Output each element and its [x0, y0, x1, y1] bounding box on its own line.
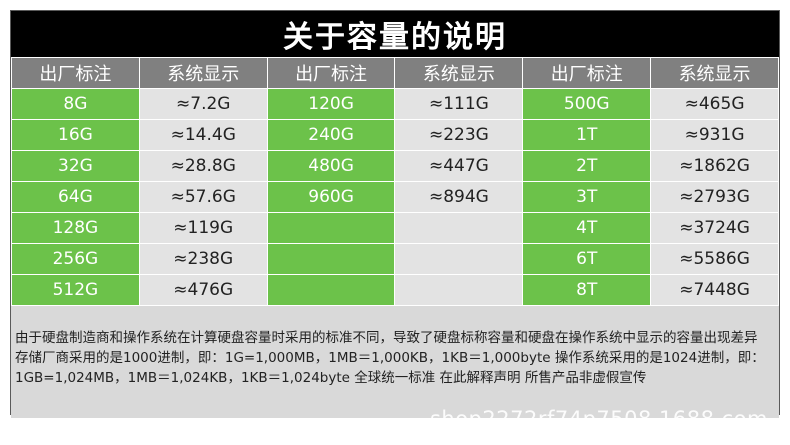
header-system-display-2: 系统显示	[394, 57, 524, 89]
factory-capacity-cell: 960G	[266, 181, 396, 213]
system-display-cell: ≈465G	[650, 88, 779, 120]
system-display-cell: ≈3724G	[650, 212, 779, 244]
capacity-note-text: 由于硬盘制造商和操作系统在计算硬盘容量时采用的标准不同，导致了硬盘标称容量和硬盘…	[11, 306, 779, 418]
table-row: 128G ≈119G 4T ≈3724G	[11, 212, 779, 244]
system-display-cell: ≈7448G	[650, 274, 779, 306]
header-factory-label-2: 出厂标注	[266, 57, 396, 89]
factory-capacity-cell: 8G	[11, 88, 140, 120]
factory-capacity-cell: 32G	[11, 150, 140, 182]
header-system-display-1: 系统显示	[138, 57, 268, 89]
capacity-explanation-panel: 关于容量的说明 出厂标注 系统显示 出厂标注 系统显示 出厂标注 系统显示 8G…	[10, 10, 780, 418]
factory-capacity-cell: 3T	[522, 181, 652, 213]
factory-capacity-cell: 64G	[11, 181, 140, 213]
factory-capacity-cell: 1T	[522, 119, 652, 151]
table-row: 512G ≈476G 8T ≈7448G	[11, 274, 779, 306]
table-row: 32G ≈28.8G 480G ≈447G 2T ≈1862G	[11, 150, 779, 182]
empty-capacity-cell	[266, 274, 396, 306]
factory-capacity-cell: 120G	[266, 88, 396, 120]
factory-capacity-cell: 256G	[11, 243, 140, 275]
system-display-cell: ≈223G	[394, 119, 524, 151]
empty-capacity-cell	[266, 243, 396, 275]
system-display-cell: ≈931G	[650, 119, 779, 151]
empty-display-cell	[394, 212, 524, 244]
page-title: 关于容量的说明	[11, 11, 779, 57]
factory-capacity-cell: 2T	[522, 150, 652, 182]
header-system-display-3: 系统显示	[650, 57, 779, 89]
system-display-cell: ≈1862G	[650, 150, 779, 182]
factory-capacity-cell: 8T	[522, 274, 652, 306]
header-factory-label-1: 出厂标注	[11, 57, 140, 89]
system-display-cell: ≈238G	[138, 243, 268, 275]
system-display-cell: ≈894G	[394, 181, 524, 213]
factory-capacity-cell: 4T	[522, 212, 652, 244]
factory-capacity-cell: 16G	[11, 119, 140, 151]
system-display-cell: ≈7.2G	[138, 88, 268, 120]
capacity-table: 出厂标注 系统显示 出厂标注 系统显示 出厂标注 系统显示 8G ≈7.2G 1…	[11, 57, 779, 306]
empty-display-cell	[394, 243, 524, 275]
table-row: 8G ≈7.2G 120G ≈111G 500G ≈465G	[11, 88, 779, 120]
system-display-cell: ≈476G	[138, 274, 268, 306]
table-header-row: 出厂标注 系统显示 出厂标注 系统显示 出厂标注 系统显示	[11, 57, 779, 89]
empty-display-cell	[394, 274, 524, 306]
header-factory-label-3: 出厂标注	[522, 57, 652, 89]
shop-watermark: shop2272rf74p7508.1688.com	[429, 407, 768, 431]
empty-capacity-cell	[266, 212, 396, 244]
factory-capacity-cell: 500G	[522, 88, 652, 120]
system-display-cell: ≈2793G	[650, 181, 779, 213]
table-row: 16G ≈14.4G 240G ≈223G 1T ≈931G	[11, 119, 779, 151]
system-display-cell: ≈119G	[138, 212, 268, 244]
system-display-cell: ≈5586G	[650, 243, 779, 275]
factory-capacity-cell: 6T	[522, 243, 652, 275]
system-display-cell: ≈14.4G	[138, 119, 268, 151]
system-display-cell: ≈111G	[394, 88, 524, 120]
factory-capacity-cell: 480G	[266, 150, 396, 182]
table-row: 256G ≈238G 6T ≈5586G	[11, 243, 779, 275]
factory-capacity-cell: 240G	[266, 119, 396, 151]
system-display-cell: ≈57.6G	[138, 181, 268, 213]
table-row: 64G ≈57.6G 960G ≈894G 3T ≈2793G	[11, 181, 779, 213]
factory-capacity-cell: 512G	[11, 274, 140, 306]
system-display-cell: ≈28.8G	[138, 150, 268, 182]
system-display-cell: ≈447G	[394, 150, 524, 182]
factory-capacity-cell: 128G	[11, 212, 140, 244]
